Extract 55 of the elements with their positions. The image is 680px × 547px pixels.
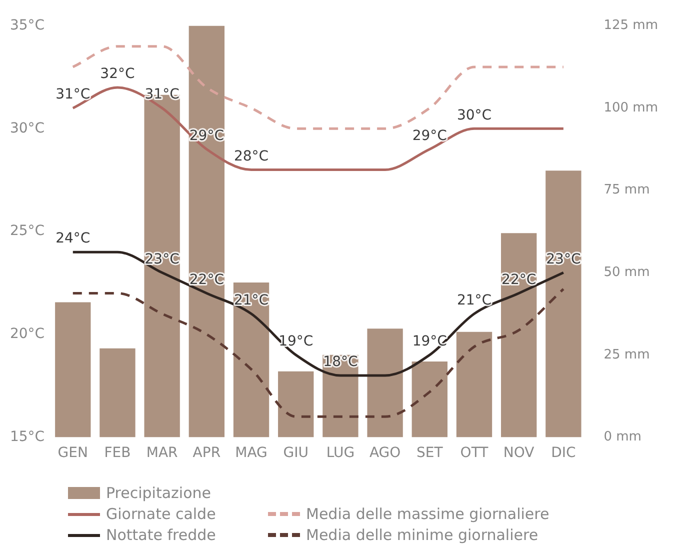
bar	[278, 371, 314, 438]
bar	[100, 348, 136, 438]
data-label: 31°C	[56, 86, 90, 103]
x-tick-label: MAR	[146, 445, 178, 462]
bar	[501, 233, 537, 438]
x-tick-label: SET	[416, 445, 444, 462]
y2-tick-label: 50 mm	[604, 265, 650, 280]
y-tick-label: 15°C	[10, 428, 45, 445]
data-label: 29°C	[189, 128, 224, 144]
legend-label: Nottate fredde	[106, 526, 216, 544]
x-tick-label: FEB	[104, 445, 131, 462]
y2-tick-label: 0 mm	[604, 430, 642, 445]
x-tick-label: MAG	[235, 445, 268, 462]
bar	[546, 170, 582, 438]
y2-tick-label: 125 mm	[604, 18, 658, 34]
bar	[233, 282, 270, 438]
data-label: 19°C	[278, 334, 314, 350]
x-tick-label: LUG	[326, 445, 355, 462]
bar	[412, 362, 448, 438]
x-tick-label: GIU	[283, 445, 308, 462]
data-label: 24°C	[56, 230, 90, 247]
data-label: 18°C	[323, 354, 358, 370]
x-tick-label: GEN	[58, 445, 88, 462]
data-label: 31°C	[144, 86, 180, 103]
data-label: 30°C	[456, 107, 492, 124]
x-tick-label: DIC	[551, 445, 576, 462]
data-label: 21°C	[234, 292, 269, 308]
data-label: 32°C	[100, 66, 135, 82]
y-tick-label: 30°C	[10, 120, 45, 136]
y-tick-label: 35°C	[10, 17, 45, 34]
bar	[367, 328, 403, 438]
y-tick-label: 20°C	[10, 326, 45, 342]
data-label: 22°C	[189, 272, 224, 288]
x-tick-label: NOV	[503, 445, 535, 462]
y-tick-label: 25°C	[10, 223, 45, 240]
legend-label: Giornate calde	[106, 505, 216, 523]
data-label: 21°C	[456, 292, 492, 308]
data-label: 23°C	[546, 251, 581, 268]
data-label: 23°C	[144, 251, 180, 268]
legend-label: Precipitazione	[106, 484, 211, 502]
y2-tick-label: 75 mm	[604, 182, 650, 198]
x-tick-label: OTT	[460, 445, 489, 462]
data-label: 22°C	[502, 272, 536, 288]
y2-tick-label: 25 mm	[604, 347, 650, 362]
bar	[456, 332, 492, 438]
y2-tick-label: 100 mm	[604, 100, 658, 116]
bar	[55, 302, 91, 438]
x-tick-label: AGO	[369, 445, 401, 462]
data-label: 28°C	[234, 148, 269, 164]
legend-label: Media delle massime giornaliere	[306, 505, 550, 523]
line-series	[72, 288, 565, 418]
legend-label: Media delle minime giornaliere	[306, 526, 538, 544]
x-tick-label: APR	[192, 445, 221, 462]
bar	[188, 26, 225, 438]
data-label: 29°C	[412, 128, 448, 144]
